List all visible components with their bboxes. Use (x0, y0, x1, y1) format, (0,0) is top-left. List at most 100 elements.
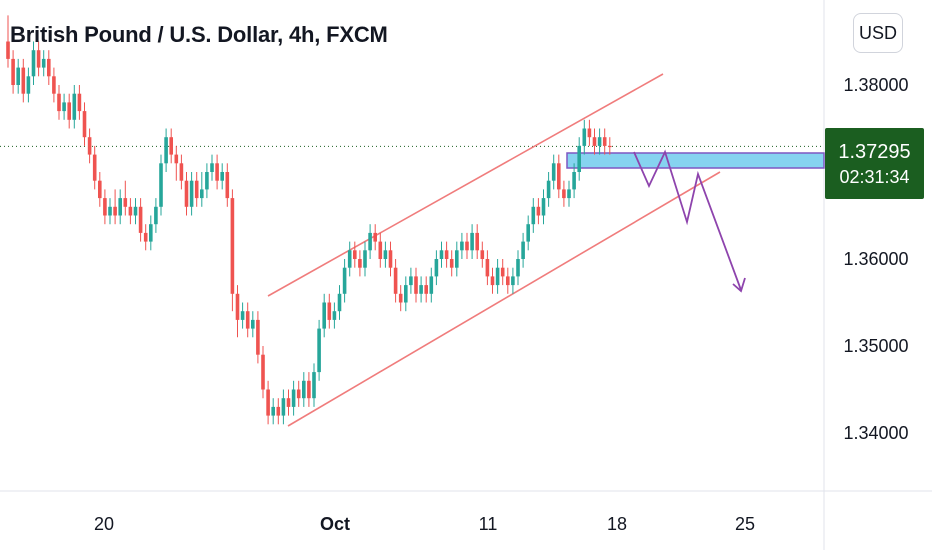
candle-body (82, 111, 87, 138)
candle-body (149, 224, 153, 242)
candle (506, 267, 510, 294)
candle (103, 189, 107, 225)
candle (546, 172, 551, 207)
candle-body (444, 250, 449, 259)
candle-body (189, 180, 194, 207)
candle-body (67, 102, 71, 120)
candle-body (108, 206, 112, 216)
candle (439, 241, 444, 268)
candle-body (41, 58, 46, 68)
candle-body (470, 232, 474, 251)
candle (174, 145, 179, 181)
candle (358, 250, 362, 277)
candle-body (347, 250, 352, 268)
candle (210, 154, 214, 181)
candle-body (77, 93, 82, 112)
candle (322, 293, 326, 338)
candle-body (312, 372, 316, 399)
candle (36, 41, 41, 77)
candle-body (322, 302, 326, 329)
projection-arrowhead (732, 277, 746, 293)
candle-body (398, 293, 403, 303)
candle-body (230, 198, 235, 294)
candle-body (414, 276, 418, 294)
candle-body (133, 206, 138, 216)
candle (597, 128, 602, 155)
candle-body (210, 163, 214, 172)
last-price-tag: 1.37295 02:31:34 (825, 128, 924, 199)
candle (460, 232, 464, 259)
candle (164, 128, 168, 172)
candle (240, 302, 245, 329)
candle-body (245, 311, 250, 329)
candle-body (240, 311, 245, 320)
x-axis: 20 Oct 11 18 25 (94, 514, 755, 534)
channel-upper-line (267, 73, 664, 297)
candle (511, 267, 515, 294)
candle-body (302, 380, 306, 399)
candle (266, 380, 270, 425)
candle (531, 198, 536, 233)
chart-title: British Pound / U.S. Dollar, 4h, FXCM (10, 22, 388, 47)
candle-body (500, 267, 505, 277)
y-tick-label: 1.38000 (843, 75, 908, 95)
candle-body (602, 137, 607, 146)
candle (26, 67, 31, 103)
candle (393, 259, 398, 303)
candle-body (383, 250, 388, 259)
candle (557, 154, 561, 199)
candle (184, 172, 189, 216)
candle-body (531, 206, 536, 225)
candle (602, 128, 607, 155)
candle (567, 180, 571, 207)
candle-body (562, 189, 566, 199)
candle-body (281, 398, 286, 416)
candle-body (113, 206, 117, 216)
candle (251, 311, 255, 338)
candle (113, 189, 117, 225)
candle-body (597, 137, 602, 146)
candle-body (123, 198, 128, 207)
candle (220, 163, 224, 190)
candle (582, 119, 587, 155)
candle (108, 198, 112, 225)
candle-body (291, 389, 296, 407)
candle-body (337, 293, 342, 312)
candle (179, 154, 184, 190)
candle-body (557, 163, 561, 190)
candle-body (205, 172, 209, 190)
currency-button[interactable]: USD (853, 13, 903, 53)
candle-body (36, 50, 41, 68)
candle-body (98, 180, 102, 199)
candle (169, 128, 173, 164)
candle-body (225, 172, 230, 199)
candle-body (296, 389, 301, 399)
candle-body (551, 163, 556, 181)
candle (72, 85, 77, 129)
candle (302, 372, 306, 407)
candle-body (179, 163, 184, 181)
candle-body (169, 137, 173, 155)
candle (414, 267, 418, 303)
candle (256, 311, 260, 364)
candle-body (184, 180, 189, 207)
candle (57, 85, 61, 120)
candle (404, 276, 408, 312)
zone-rect (566, 152, 825, 169)
candle (409, 267, 413, 294)
y-tick-label: 1.36000 (843, 249, 908, 269)
resistance-zone (566, 152, 825, 169)
candle-body (174, 154, 179, 164)
candle-body (572, 172, 576, 190)
candle-body (16, 67, 20, 85)
candle-body (143, 232, 148, 242)
candle (378, 232, 383, 268)
candle (276, 398, 281, 425)
candle (526, 215, 530, 251)
candle (215, 154, 219, 190)
candle-body (128, 206, 133, 216)
candle (245, 302, 250, 338)
candle-body (47, 58, 51, 77)
